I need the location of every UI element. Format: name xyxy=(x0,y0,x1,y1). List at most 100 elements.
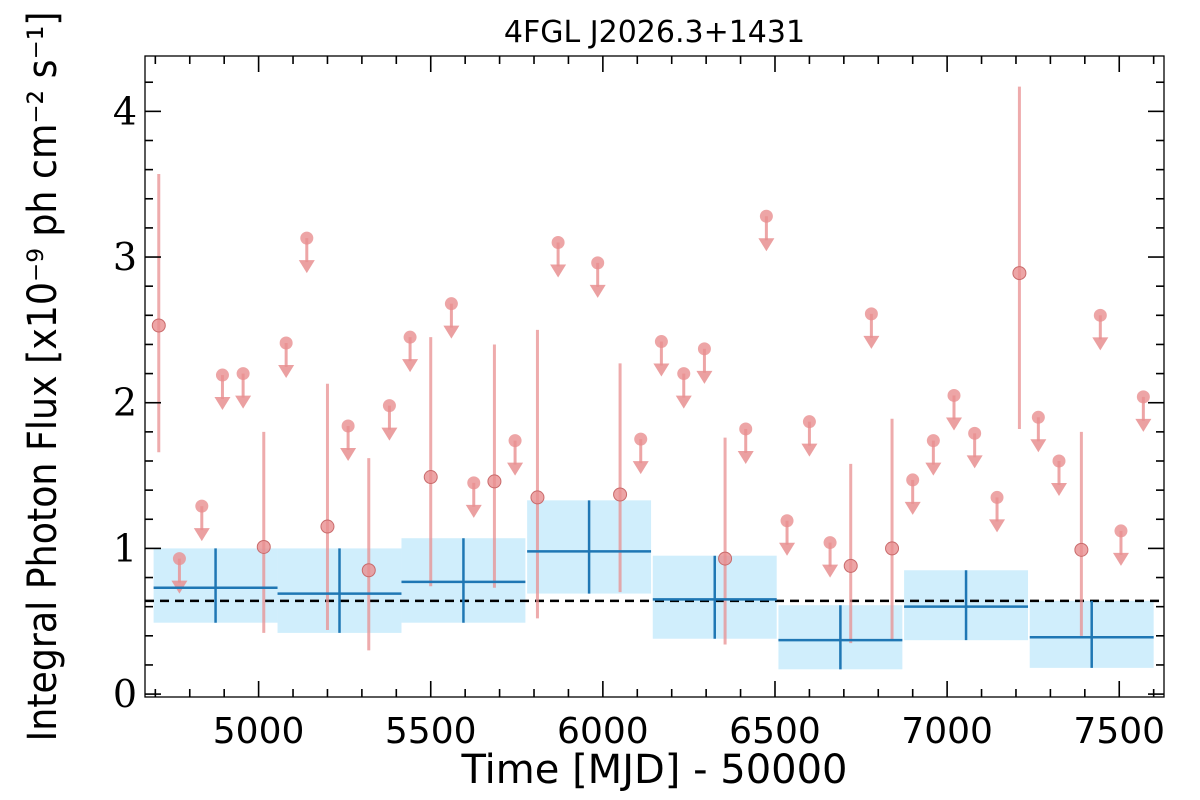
long-bin-point xyxy=(652,555,777,639)
detection-marker xyxy=(718,551,733,566)
upper-limit-arrow xyxy=(278,364,295,378)
upper-limit-marker xyxy=(1114,524,1128,538)
upper-limit-arrow xyxy=(465,504,482,518)
upper-limit-arrow xyxy=(443,325,460,339)
upper-limit-arrow xyxy=(298,260,315,274)
short-bin-detection xyxy=(256,431,271,633)
upper-limit-arrow xyxy=(737,450,754,464)
short-bin-detection xyxy=(1074,431,1089,636)
y-tick-label: 4 xyxy=(113,89,137,133)
short-bin-detection xyxy=(423,337,438,587)
upper-limit-marker xyxy=(823,536,837,550)
upper-limit xyxy=(696,342,713,384)
long-bin-point xyxy=(904,570,1029,641)
upper-limit-marker xyxy=(172,552,186,566)
upper-limit-arrow xyxy=(1135,418,1152,432)
upper-limit xyxy=(381,399,398,441)
x-tick-label: 6000 xyxy=(557,711,649,752)
upper-limit xyxy=(1030,410,1047,453)
x-tick-label: 6500 xyxy=(729,711,821,752)
upper-limit xyxy=(946,388,963,431)
upper-limit-marker xyxy=(759,209,773,223)
y-tick-label: 1 xyxy=(113,526,137,570)
upper-limit-arrow xyxy=(340,448,357,462)
upper-limit xyxy=(340,419,357,462)
upper-limit-marker xyxy=(1052,454,1066,468)
upper-limit xyxy=(214,368,231,411)
upper-limit-marker xyxy=(677,367,691,381)
upper-limit xyxy=(653,335,670,377)
upper-limit-arrow xyxy=(966,455,983,469)
upper-limit xyxy=(737,422,754,464)
upper-limit-arrow xyxy=(904,501,921,515)
upper-limit xyxy=(507,434,524,476)
long-bin-error-bands xyxy=(153,500,1154,670)
upper-limit xyxy=(589,256,606,298)
upper-limit-arrow xyxy=(1051,482,1068,496)
upper-limit xyxy=(1112,524,1129,566)
detection-marker xyxy=(256,539,271,554)
detection-marker xyxy=(530,490,545,505)
upper-limit-arrow xyxy=(235,395,252,409)
upper-limit-marker xyxy=(341,419,355,433)
upper-limit-arrow xyxy=(589,284,606,298)
upper-limit xyxy=(758,209,775,252)
upper-limit xyxy=(443,297,460,339)
upper-limit-arrow xyxy=(989,519,1006,533)
x-tick-label: 5000 xyxy=(213,711,305,752)
upper-limit-marker xyxy=(906,473,920,487)
upper-limit-marker xyxy=(195,499,209,513)
short-bin-detection xyxy=(843,463,858,644)
upper-limit xyxy=(1051,454,1068,496)
plot-frame xyxy=(144,55,1165,698)
upper-limit xyxy=(675,367,692,409)
upper-limit xyxy=(632,432,649,475)
upper-limit-marker xyxy=(802,415,816,429)
short-bin-detection xyxy=(320,383,335,630)
chart-title: 4FGL J2026.3+1431 xyxy=(504,15,805,50)
upper-limit xyxy=(779,514,796,556)
upper-limit-arrow xyxy=(632,461,649,475)
upper-limit-arrow xyxy=(402,359,419,373)
upper-limit-marker xyxy=(215,368,229,382)
upper-limit-marker xyxy=(1136,390,1150,404)
upper-limit-arrow xyxy=(193,528,210,542)
upper-limit-marker xyxy=(634,432,648,446)
upper-limit xyxy=(171,552,188,594)
upper-limit xyxy=(550,235,567,278)
short-bin-detection xyxy=(1012,86,1027,429)
upper-limit-marker xyxy=(467,476,481,490)
long-bin-point xyxy=(153,548,278,623)
short-bin-detection xyxy=(487,344,502,588)
y-tick-label: 0 xyxy=(113,672,137,716)
upper-limit-arrow xyxy=(696,370,713,384)
upper-limit xyxy=(822,536,839,578)
upper-limit-marker xyxy=(1031,410,1045,424)
detection-marker xyxy=(487,474,502,489)
upper-limit xyxy=(1135,390,1152,432)
upper-limit-arrow xyxy=(550,264,567,278)
axis-ticks: 5000 5500 6000 6500 7000 7500 0 1 2 3 4 xyxy=(113,56,1165,752)
y-tick-label: 2 xyxy=(113,381,137,425)
upper-limit-arrow xyxy=(946,417,963,431)
upper-limit-marker xyxy=(1093,308,1107,322)
long-bin-point xyxy=(401,538,526,623)
upper-limit-marker xyxy=(864,307,878,321)
upper-limit xyxy=(193,499,210,542)
upper-limit xyxy=(966,426,983,469)
upper-limit-marker xyxy=(403,330,417,344)
upper-limit xyxy=(402,330,419,373)
upper-limit-marker xyxy=(697,342,711,356)
short-bin-points xyxy=(151,86,1152,651)
short-bin-detection xyxy=(361,458,376,651)
upper-limit-marker xyxy=(508,434,522,448)
upper-limit-arrow xyxy=(758,238,775,252)
upper-limit xyxy=(235,367,252,409)
upper-limit-arrow xyxy=(675,395,692,409)
long-bin-point xyxy=(1029,600,1154,668)
detection-marker xyxy=(320,519,335,534)
x-tick-label: 7000 xyxy=(901,711,993,752)
long-bin-point xyxy=(527,500,652,594)
detection-marker xyxy=(1074,542,1089,557)
upper-limit-arrow xyxy=(863,335,880,349)
